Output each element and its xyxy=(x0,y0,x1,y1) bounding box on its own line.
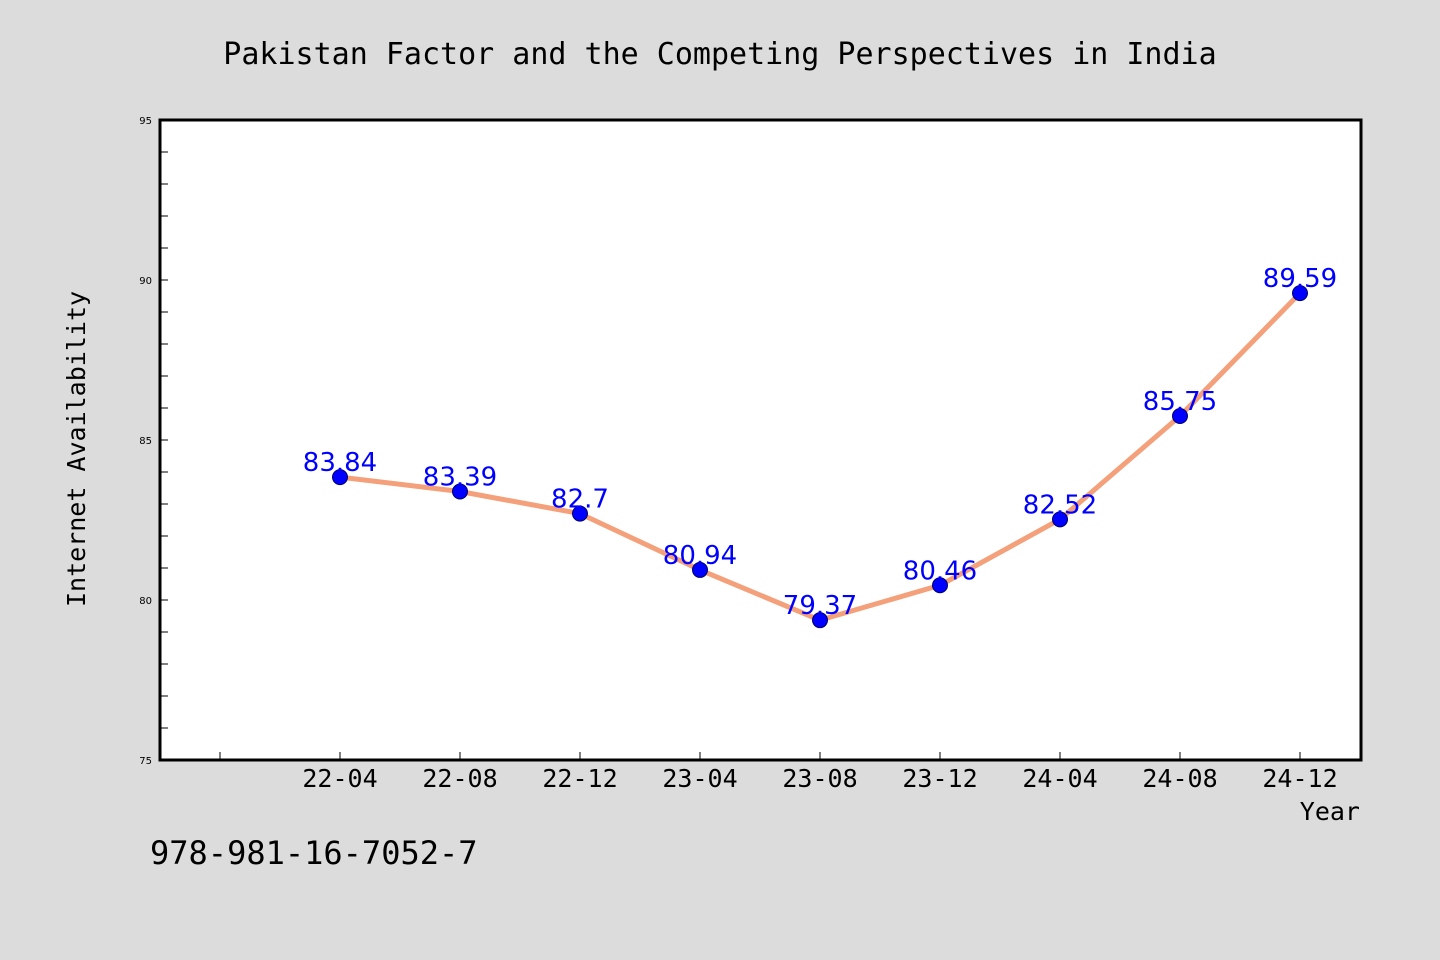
series-layer xyxy=(332,285,1308,629)
data-point xyxy=(572,505,588,522)
y-tick-label: 90 xyxy=(139,276,152,287)
x-tick-label: 23-04 xyxy=(662,764,737,793)
y-tick-label: 80 xyxy=(139,596,152,607)
data-point xyxy=(932,577,948,594)
x-tick-label: 24-08 xyxy=(1142,764,1217,793)
data-label: 83.39 xyxy=(423,463,497,493)
data-label: 80.94 xyxy=(663,541,737,571)
data-label: 79.37 xyxy=(783,591,857,621)
y-tick-label: 85 xyxy=(139,436,152,447)
y-axis-title: Internet Availability xyxy=(62,291,91,607)
x-axis: 22-04 22-08 22-12 23-04 23-08 23-12 24-04 24-08… xyxy=(219,752,1338,793)
data-label: 82.52 xyxy=(1023,490,1097,520)
data-point xyxy=(1292,285,1308,302)
data-label: 85.75 xyxy=(1143,387,1217,417)
data-label: 83.84 xyxy=(303,448,377,478)
x-tick-label: 24-12 xyxy=(1262,764,1337,793)
data-label: 89.59 xyxy=(1263,264,1337,294)
data-point xyxy=(812,612,828,629)
data-point xyxy=(332,469,348,486)
y-tick-label: 95 xyxy=(139,116,152,127)
data-label: 80.46 xyxy=(903,556,977,586)
x-tick-label: 23-12 xyxy=(902,764,977,793)
y-tick-label: 75 xyxy=(139,756,152,767)
x-tick-label: 23-08 xyxy=(782,764,857,793)
x-tick-label: 22-08 xyxy=(422,764,497,793)
isbn-footer: 978-981-16-7052-7 xyxy=(150,834,478,872)
plot-area xyxy=(158,118,1363,762)
chart-title: Pakistan Factor and the Competing Perspe… xyxy=(223,37,1216,72)
data-point xyxy=(1052,511,1068,528)
data-point xyxy=(452,483,468,500)
data-label: 82.7 xyxy=(551,485,609,515)
x-tick-label: 22-12 xyxy=(542,764,617,793)
x-tick-label: 22-04 xyxy=(302,764,377,793)
y-axis: 75 80 85 90 95 xyxy=(139,116,168,767)
x-axis-title: Year xyxy=(1300,797,1360,826)
x-tick-label: 24-04 xyxy=(1022,764,1097,793)
data-point xyxy=(1172,408,1188,424)
data-labels: 83.84 83.39 82.7 80.94 79.37 80.46 82.52 85.75 8… xyxy=(303,264,1337,621)
data-point xyxy=(692,561,708,578)
